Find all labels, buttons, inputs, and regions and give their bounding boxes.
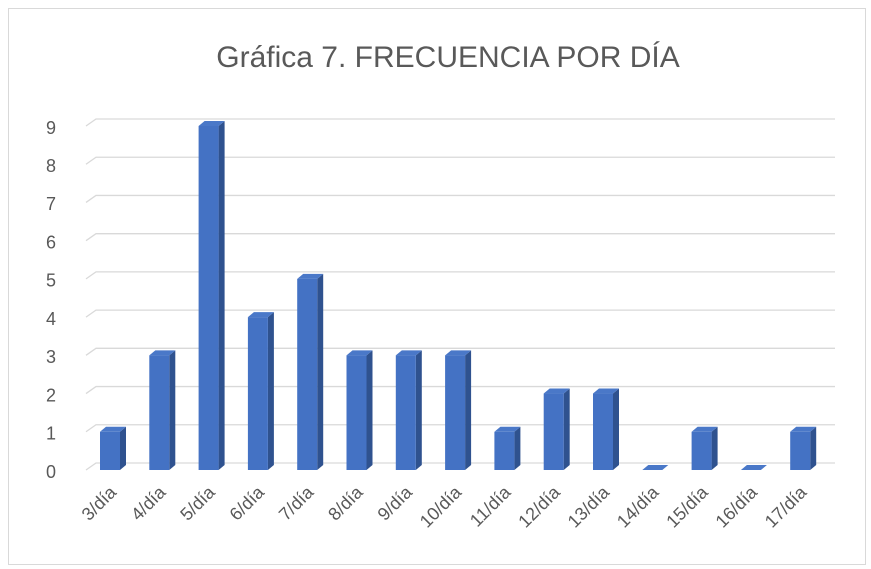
y-tick-label: 3: [46, 347, 56, 367]
y-tick-label: 5: [46, 271, 56, 291]
bar-top: [790, 426, 817, 432]
grid-line: [85, 233, 835, 242]
bar-top: [543, 388, 570, 394]
bar-top: [346, 350, 373, 356]
y-tick-label: 4: [46, 309, 56, 329]
grid-line: [85, 347, 835, 356]
bar: [198, 126, 219, 470]
bar-top: [740, 465, 767, 470]
bar-side: [267, 312, 274, 470]
bar: [691, 431, 712, 470]
bar-side: [366, 350, 373, 470]
bar-side: [120, 426, 126, 470]
bar: [494, 431, 515, 470]
bar-top: [691, 426, 718, 432]
grid-line: [85, 194, 835, 203]
bar-top: [297, 273, 324, 279]
y-tick-label: 2: [46, 385, 56, 405]
bar-side: [415, 350, 422, 470]
y-tick-label: 1: [46, 424, 56, 444]
bar: [395, 355, 416, 470]
bar-top: [100, 426, 126, 432]
grid-line: [85, 156, 835, 165]
y-tick-label: 0: [46, 462, 56, 482]
bar-top: [247, 312, 274, 318]
bar-top: [198, 121, 225, 126]
bar-side: [514, 426, 521, 470]
bar-side: [218, 121, 225, 470]
grid-line: [85, 271, 835, 280]
grid-line: [85, 424, 835, 433]
y-tick-label: 7: [46, 194, 56, 214]
bar-side: [711, 426, 718, 470]
bar: [247, 317, 268, 470]
y-tick-label: 9: [46, 118, 56, 138]
bar: [149, 355, 170, 470]
bar-side: [563, 388, 570, 470]
bar: [543, 393, 564, 470]
chart-title: Gráfica 7. FRECUENCIA POR DÍA: [216, 41, 679, 74]
bar-side: [810, 426, 817, 470]
bar: [593, 393, 613, 470]
y-tick-label: 8: [46, 156, 56, 176]
bar-top: [445, 350, 472, 356]
bar-side: [169, 350, 176, 470]
bar-top: [642, 465, 669, 470]
chart-border: [8, 8, 866, 565]
bar-side: [613, 388, 619, 470]
y-tick-label: 6: [46, 232, 56, 252]
bar-top: [149, 350, 176, 356]
bar-top: [593, 388, 619, 394]
grid-line: [85, 462, 835, 471]
bar: [297, 278, 318, 470]
grid-line: [85, 385, 835, 395]
bar: [346, 355, 367, 470]
bar: [100, 431, 120, 470]
bar-side: [317, 273, 324, 470]
bar-top: [395, 350, 422, 356]
bar-side: [465, 350, 472, 470]
bar: [790, 431, 811, 470]
bar-top: [494, 426, 521, 432]
grid-line: [85, 118, 835, 127]
grid-line: [85, 309, 835, 318]
bar: [445, 355, 466, 470]
